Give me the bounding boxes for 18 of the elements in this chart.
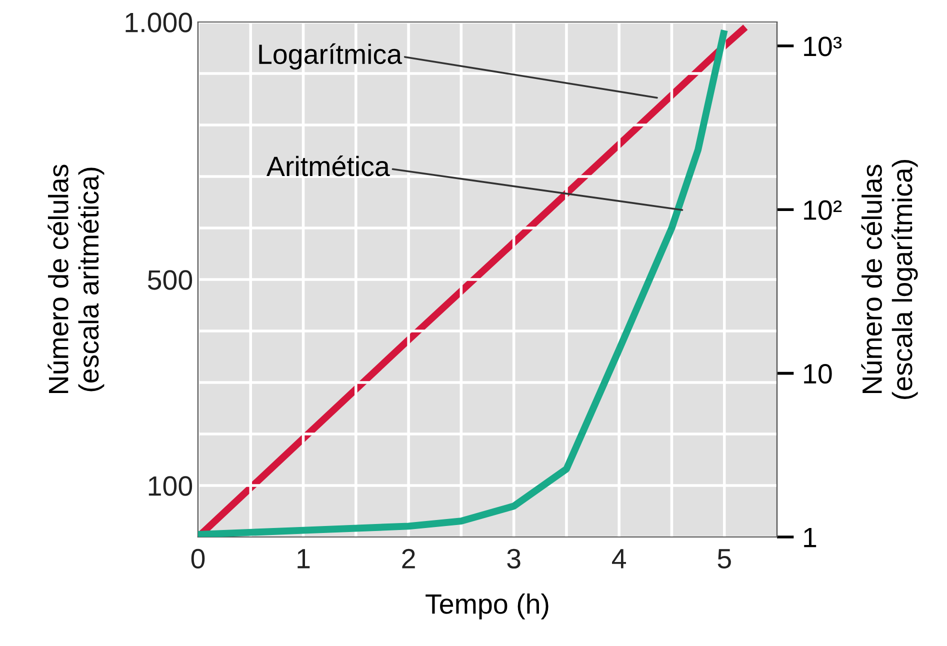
- x-tick-label: 3: [507, 548, 520, 569]
- x-axis-title: Tempo (h): [426, 593, 548, 620]
- x-tick-label: 1: [298, 549, 310, 568]
- y2-tick-label: 10³: [804, 36, 842, 56]
- y-tick-label: 1.000: [126, 12, 192, 32]
- y-tick-label: 100: [148, 476, 192, 496]
- y2-tick-label: 10: [804, 364, 832, 384]
- y-axis-title: Número de células (escala aritmética): [48, 164, 104, 394]
- x-tick-label: 4: [612, 549, 626, 568]
- y2-axis-title: Número de células (escala logarítmica): [861, 160, 918, 399]
- x-tick-label: 5: [718, 549, 731, 569]
- x-tick-label: 0: [191, 548, 205, 569]
- y2-tick-label: 10²: [804, 200, 842, 220]
- annotation: Aritmética: [266, 156, 390, 176]
- annotation: Logarítmica: [259, 43, 402, 70]
- y-tick-label: 500: [148, 270, 192, 290]
- y2-tick-label: 1: [804, 528, 816, 548]
- x-tick-label: 2: [402, 548, 415, 568]
